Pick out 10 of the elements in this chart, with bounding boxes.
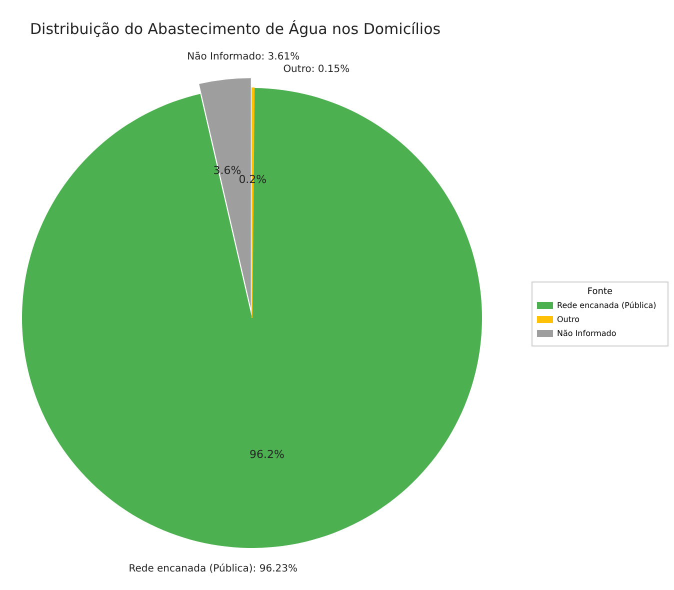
text: Não Informado: 3.61% — [187, 51, 300, 62]
data-label: 0.2% — [238, 173, 267, 186]
legend-label: Rede encanada (Pública) — [557, 301, 656, 310]
legend-title: Fonte — [587, 287, 614, 297]
legend-label: Outro — [557, 315, 580, 324]
legend-label: Não Informado — [557, 329, 616, 338]
chart-title: Distribuição do Abastecimento de Água nos Domicílios — [30, 20, 441, 38]
text: Rede encanada (Pública): 96.23% — [128, 563, 298, 574]
data-label: 96.2% — [249, 448, 284, 462]
text: Outro: 0.15% — [283, 64, 350, 75]
